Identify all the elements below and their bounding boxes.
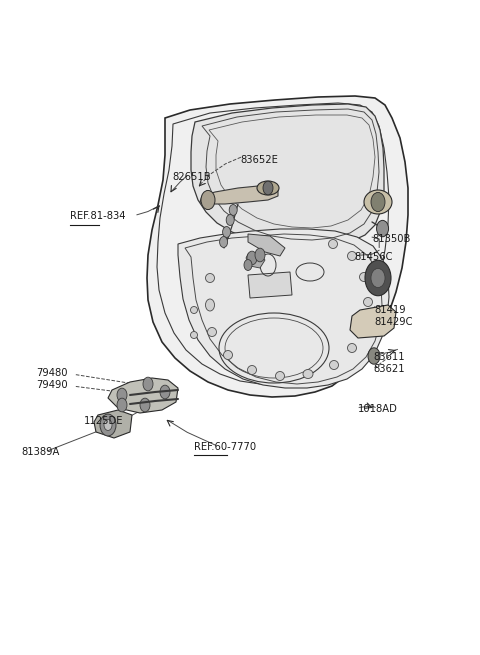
Circle shape [226, 215, 234, 225]
Circle shape [201, 191, 215, 210]
Circle shape [371, 269, 385, 288]
Circle shape [223, 227, 230, 238]
Ellipse shape [364, 190, 392, 214]
Text: REF.81-834: REF.81-834 [70, 211, 125, 221]
Polygon shape [248, 234, 285, 256]
Ellipse shape [191, 331, 197, 339]
Text: 82651B: 82651B [173, 172, 211, 182]
Ellipse shape [360, 272, 369, 282]
Circle shape [229, 204, 237, 215]
Ellipse shape [329, 360, 338, 369]
Circle shape [365, 260, 391, 296]
Text: 83621: 83621 [373, 364, 405, 375]
Text: 79490: 79490 [36, 380, 68, 390]
Text: 81419: 81419 [374, 305, 406, 315]
Ellipse shape [303, 369, 313, 379]
Text: 83652E: 83652E [240, 155, 278, 166]
Polygon shape [191, 104, 384, 248]
Circle shape [376, 220, 389, 236]
Polygon shape [178, 229, 389, 388]
Circle shape [219, 236, 228, 248]
Circle shape [100, 414, 116, 436]
Circle shape [143, 377, 153, 391]
Text: 81350B: 81350B [372, 234, 410, 244]
Circle shape [104, 420, 112, 430]
Polygon shape [108, 378, 178, 413]
Text: 81389A: 81389A [22, 447, 60, 457]
Circle shape [244, 259, 252, 271]
Text: 1125DE: 1125DE [84, 415, 123, 426]
Ellipse shape [348, 252, 357, 261]
Text: 79480: 79480 [36, 368, 68, 379]
Circle shape [140, 398, 150, 412]
Ellipse shape [328, 240, 337, 248]
Ellipse shape [276, 371, 285, 381]
Text: 81429C: 81429C [374, 316, 413, 327]
Ellipse shape [348, 343, 357, 352]
Polygon shape [248, 272, 292, 298]
Text: 1018AD: 1018AD [358, 404, 397, 415]
Ellipse shape [205, 274, 215, 282]
Circle shape [368, 348, 380, 364]
Ellipse shape [248, 365, 256, 375]
Text: 81456C: 81456C [354, 252, 393, 263]
Circle shape [247, 251, 257, 265]
Ellipse shape [191, 307, 197, 314]
Polygon shape [147, 96, 408, 397]
Ellipse shape [224, 350, 232, 360]
Circle shape [117, 388, 127, 402]
Ellipse shape [205, 299, 215, 311]
Polygon shape [246, 252, 265, 268]
Circle shape [160, 385, 170, 399]
Polygon shape [200, 186, 278, 204]
Polygon shape [94, 410, 132, 438]
Circle shape [263, 181, 273, 195]
Ellipse shape [363, 297, 372, 307]
Ellipse shape [257, 181, 279, 195]
Ellipse shape [360, 322, 369, 331]
Circle shape [255, 248, 265, 262]
Text: REF.60-7770: REF.60-7770 [194, 441, 256, 452]
Ellipse shape [207, 328, 216, 337]
Circle shape [371, 193, 385, 212]
Polygon shape [350, 305, 396, 338]
Circle shape [117, 398, 127, 412]
Text: 83611: 83611 [373, 352, 405, 362]
